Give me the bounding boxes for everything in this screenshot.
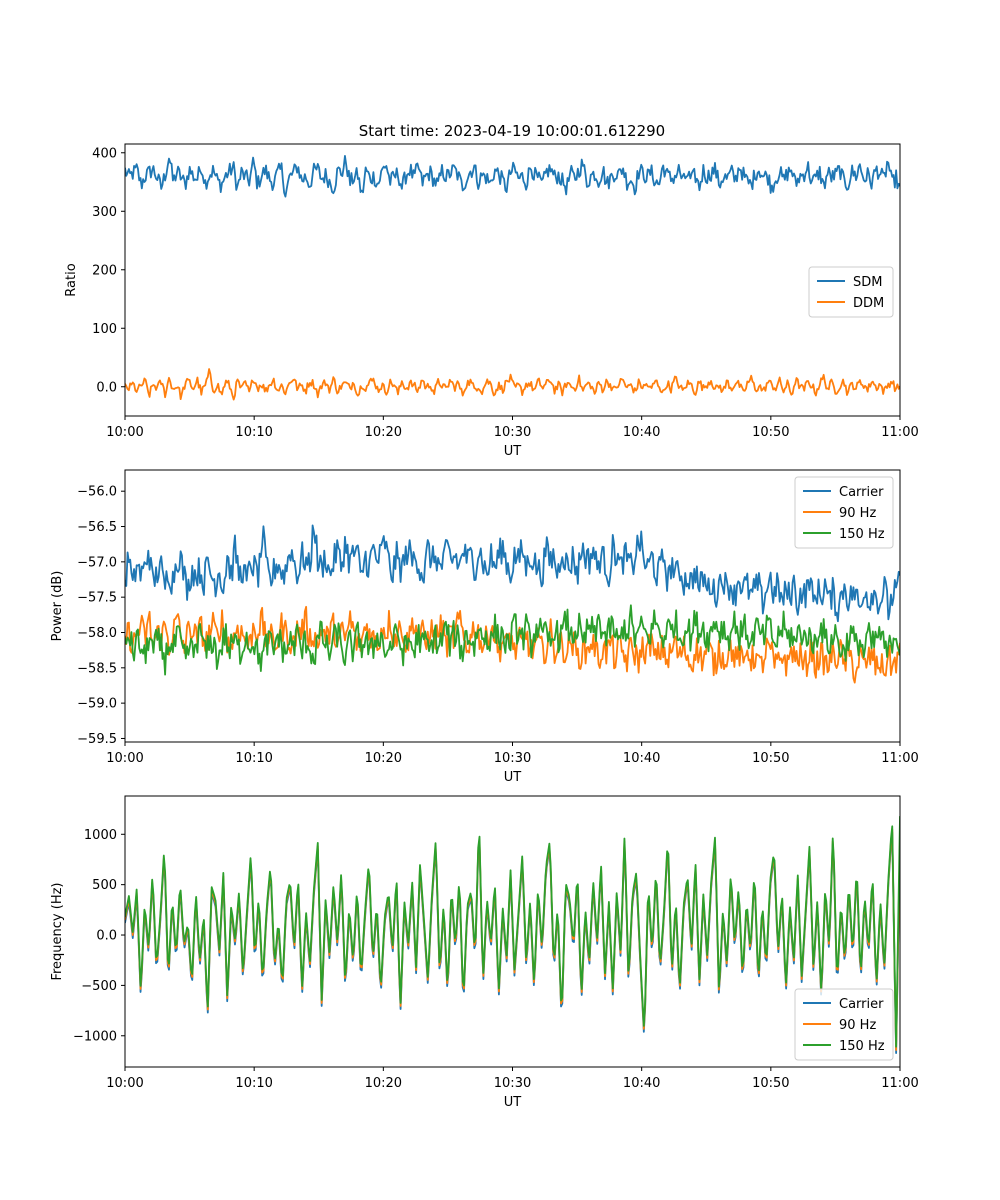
legend-label-ddm: DDM — [853, 296, 884, 311]
legend-label-90-hz: 90 Hz — [839, 1018, 876, 1033]
x-tick-label: 10:40 — [623, 425, 660, 440]
y-axis-label: Ratio — [64, 263, 79, 296]
x-tick-label: 10:50 — [752, 1076, 789, 1091]
x-tick-label: 10:00 — [106, 1076, 143, 1091]
x-tick-label: 10:10 — [235, 425, 272, 440]
y-tick-label: 200 — [92, 263, 117, 278]
series-line-150-hz — [125, 604, 900, 676]
x-axis-label: UT — [504, 444, 522, 459]
legend-box — [808, 266, 894, 318]
x-tick-label: 10:40 — [623, 751, 660, 766]
y-tick-label: −1000 — [73, 1029, 117, 1044]
x-tick-label: 10:30 — [494, 751, 531, 766]
legend: SDM DDM — [808, 266, 894, 318]
series-line-carrier — [125, 524, 900, 623]
legend-box — [794, 476, 894, 549]
x-tick-label: 10:20 — [365, 751, 402, 766]
x-tick-label: 11:00 — [881, 425, 918, 440]
frequency-panel: 10:00 10:10 10:20 10:30 10:40 10:50 11:00 1000 5… — [50, 795, 919, 1110]
axes-frame — [124, 143, 901, 417]
series-line-90-hz — [125, 605, 900, 684]
y-tick-label: −500 — [81, 979, 117, 994]
y-tick-label: −58.0 — [77, 626, 117, 641]
legend-label-carrier: Carrier — [839, 997, 884, 1012]
y-tick-label: 1000 — [84, 828, 117, 843]
x-tick-label: 10:00 — [106, 751, 143, 766]
legend-label-150-hz: 150 Hz — [839, 527, 885, 542]
x-tick-label: 10:00 — [106, 425, 143, 440]
legend: Carrier 90 Hz 150 Hz — [794, 476, 894, 549]
x-tick-label: 10:10 — [235, 751, 272, 766]
y-tick-label: −56.5 — [77, 520, 117, 535]
y-tick-label: −57.5 — [77, 591, 117, 606]
x-tick-label: 10:40 — [623, 1076, 660, 1091]
x-tick-label: 11:00 — [881, 751, 918, 766]
x-tick-label: 10:50 — [752, 425, 789, 440]
y-tick-label: 100 — [92, 322, 117, 337]
x-tick-label: 11:00 — [881, 1076, 918, 1091]
x-axis-label: UT — [504, 770, 522, 785]
x-tick-label: 10:50 — [752, 751, 789, 766]
y-tick-label: −59.5 — [77, 732, 117, 747]
x-tick-label: 10:10 — [235, 1076, 272, 1091]
y-tick-label: 0.0 — [96, 929, 117, 944]
y-tick-label: 0.0 — [96, 380, 117, 395]
axes-frame — [124, 469, 901, 743]
x-tick-label: 10:20 — [365, 1076, 402, 1091]
y-tick-label: 500 — [92, 878, 117, 893]
x-tick-label: 10:30 — [494, 425, 531, 440]
y-tick-label: −57.0 — [77, 555, 117, 570]
legend-label-carrier: Carrier — [839, 485, 884, 500]
legend-box — [794, 988, 894, 1061]
y-tick-label: −59.0 — [77, 697, 117, 712]
y-axis-label: Power (dB) — [50, 571, 65, 642]
legend-label-90-hz: 90 Hz — [839, 506, 876, 521]
y-tick-label: 300 — [92, 205, 117, 220]
series-line-150-hz — [125, 816, 900, 1048]
legend-label-sdm: SDM — [853, 275, 882, 290]
x-tick-label: 10:20 — [365, 425, 402, 440]
series-line-ddm — [125, 368, 900, 401]
power-panel: 10:00 10:10 10:20 10:30 10:40 10:50 11:00 −56.0… — [50, 469, 919, 785]
x-axis-label: UT — [504, 1095, 522, 1110]
series-line-sdm — [125, 154, 900, 198]
y-axis-label: Frequency (Hz) — [50, 882, 65, 980]
y-tick-label: −56.0 — [77, 485, 117, 500]
legend-label-150-hz: 150 Hz — [839, 1039, 885, 1054]
ratio-panel: 10:00 10:10 10:20 10:30 10:40 10:50 11:00 0.0 10… — [64, 143, 919, 459]
y-tick-label: −58.5 — [77, 661, 117, 676]
chart-title: Start time: 2023-04-19 10:00:01.612290 — [359, 122, 665, 140]
legend: Carrier 90 Hz 150 Hz — [794, 988, 894, 1061]
x-tick-label: 10:30 — [494, 1076, 531, 1091]
y-tick-label: 400 — [92, 146, 117, 161]
